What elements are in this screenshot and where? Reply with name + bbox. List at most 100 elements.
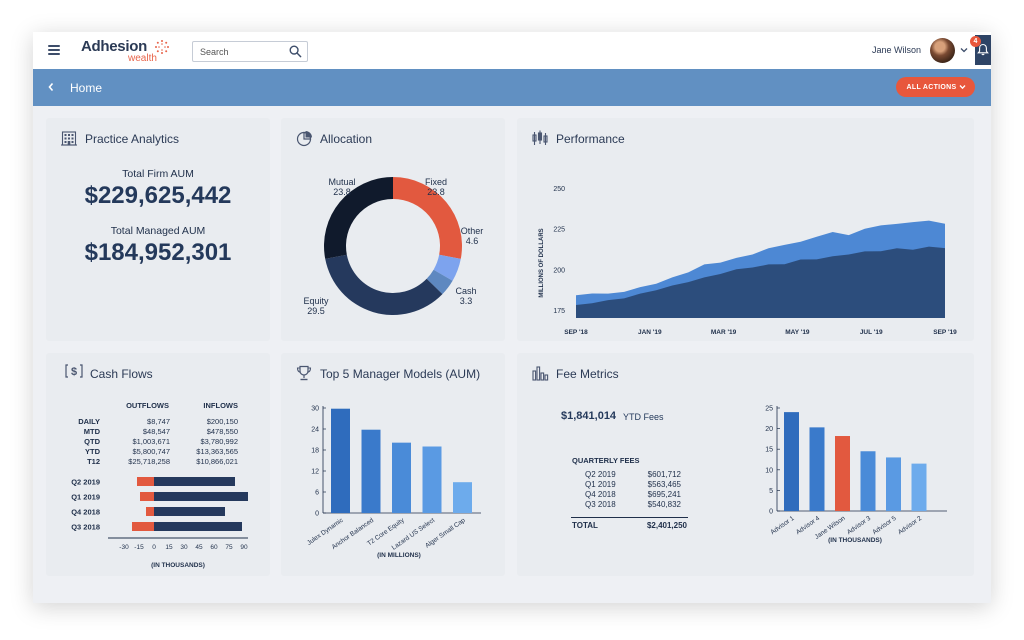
total-divider [571,517,688,518]
series-area-market-value [576,246,945,318]
quarter-fee-value: $695,241 [647,490,681,499]
cash-flow-outflow: $48,547 [142,427,170,436]
x-tick-label: 90 [240,544,248,551]
outflow-bar [137,477,154,486]
avatar[interactable] [930,38,955,63]
x-tick-label: 60 [210,544,218,551]
slice-label: Mutual [328,177,355,187]
y-tick-label: 225 [553,227,565,234]
performance-card: Performance 175 200 225 250 MILLIONS OF DOLL… [517,118,974,341]
x-axis-label: (IN MILLIONS) [377,552,421,559]
top-bar: Adhesion wealth Jane Wilson [33,32,991,69]
y-tick-label: 15 [765,447,773,454]
y-tick-label: 175 [553,308,565,315]
chevron-down-icon[interactable] [960,46,968,54]
bell-icon [977,43,989,56]
firm-aum-label: Total Firm AUM [122,168,194,180]
cash-flows-table: DAILY $8,747 $200,150 MTD $48,547 $478,550 QTD… [46,417,270,472]
slice-label: Cash [455,286,476,296]
bar [860,451,876,511]
bar [331,408,350,513]
card-title: Allocation [320,132,373,146]
y-tick-label: 0 [315,511,319,518]
quarterly-fees-table: Q2 2019 $601,712 Q1 2019 $563,465 Q4 2018 $69… [517,470,737,520]
menu-icon[interactable] [48,45,60,55]
user-name[interactable]: Jane Wilson [872,45,922,55]
cash-flow-inflow: $10,866,021 [196,457,238,466]
slice-value: 4.6 [466,236,479,246]
cash-flows-bar-chart: Q2 2019 Q1 2019 Q4 2018 Q3 2018 -30 -15 0 15 30 4… [71,477,248,569]
quarter-fee-value: $540,832 [647,500,681,509]
x-tick-label: MAR '19 [711,329,737,336]
y-tick-label: 5 [769,488,773,495]
outflow-bar [132,522,154,531]
category-label: Advisor 1 [769,515,796,536]
quarter-label: Q3 2018 [585,500,616,509]
firm-aum-value: $229,625,442 [84,182,232,209]
cash-flows-card: $ Cash Flows OUTFLOWS INFLOWS DAILY $8,74… [46,353,270,576]
slice-label: Other [461,226,484,236]
bar [361,429,381,513]
bar [886,457,901,511]
category-label: Advisor 2 [897,515,924,536]
dollar-icon: $ [65,364,83,378]
donut-slice-equity [325,254,443,315]
chevron-down-icon [959,85,966,90]
trophy-icon [296,365,312,381]
x-tick-label: MAY '19 [785,329,810,336]
outflows-header: OUTFLOWS [126,401,169,410]
y-tick-label: 0 [769,509,773,516]
card-title: Fee Metrics [556,367,619,381]
bar [835,436,850,511]
logo[interactable]: Adhesion wealth [81,38,171,64]
cash-flow-period: MTD [83,427,100,436]
y-tick-label: 6 [315,490,319,497]
notification-badge: 4 [970,36,981,47]
app-window: Adhesion wealth Jane Wilson [33,32,991,603]
cash-flow-period: QTD [84,437,100,446]
slice-value: 3.3 [460,296,473,306]
x-axis-label: (IN THOUSANDS) [828,537,882,544]
quarter-fee-value: $563,465 [647,480,681,489]
bar [392,442,411,513]
search-icon[interactable] [289,45,302,58]
y-tick-label: 12 [311,469,319,476]
x-tick-label: SEP '18 [564,329,588,336]
all-actions-button[interactable]: ALL ACTIONS [896,77,975,97]
bar-chart-icon [532,366,549,381]
back-chevron-icon[interactable] [47,82,55,92]
cash-flow-outflow: $1,003,671 [132,437,170,446]
inflows-header: INFLOWS [203,401,238,410]
category-label: Advisor 5 [871,515,898,536]
allocation-card: Allocation Fixed 23.8 Other 4.6 Cash 3.3 Equit… [281,118,505,341]
logo-text: Adhesion [81,38,147,55]
quarter-fee-value: $601,712 [647,470,681,479]
y-tick-label: 18 [311,448,319,455]
donut-slice-mutual [324,177,393,259]
practice-analytics-card: Practice Analytics Total Firm AUM $229,6… [46,118,270,341]
allocation-donut-chart: Fixed23.8Other4.6Cash3.3Equity29.5Mutual… [303,177,484,316]
x-tick-label: 15 [165,544,173,551]
card-title: Performance [556,132,625,146]
y-tick-label: 20 [765,426,773,433]
slice-label: Equity [303,296,329,306]
card-title: Top 5 Manager Models (AUM) [320,367,481,381]
x-tick-label: 30 [180,544,188,551]
all-actions-label: ALL ACTIONS [906,83,957,91]
y-tick-label: 24 [311,427,319,434]
bar [453,482,472,513]
y-tick-label: 250 [553,186,565,193]
y-tick-label: 25 [765,406,773,413]
search-input[interactable] [193,42,288,61]
outflow-bar [140,492,154,501]
x-axis-label: (IN THOUSANDS) [151,562,205,569]
top-manager-models-card: Top 5 Manager Models (AUM) 0 6 12 18 24 30 Jul… [281,353,505,576]
quarterly-fees-label: QUARTERLY FEES [572,456,640,465]
cash-flow-inflow: $13,363,565 [196,447,238,456]
ytd-fees-label: YTD Fees [623,412,664,422]
x-tick-label: -30 [119,544,129,551]
bar [422,446,442,513]
bar [809,427,825,511]
